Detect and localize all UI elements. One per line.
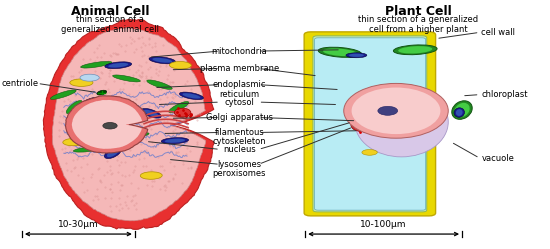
Ellipse shape: [144, 110, 158, 117]
FancyBboxPatch shape: [313, 36, 427, 212]
Circle shape: [103, 123, 117, 129]
Text: chloroplast: chloroplast: [481, 90, 528, 99]
Ellipse shape: [147, 80, 172, 89]
Circle shape: [378, 106, 398, 115]
Ellipse shape: [120, 133, 149, 139]
Ellipse shape: [97, 90, 107, 95]
Ellipse shape: [318, 47, 361, 57]
Ellipse shape: [393, 45, 437, 55]
Ellipse shape: [51, 90, 76, 99]
Text: cytoskeleton: cytoskeleton: [212, 137, 266, 146]
Text: filamentous: filamentous: [214, 128, 264, 137]
Text: 10-30μm: 10-30μm: [58, 220, 99, 229]
Text: plasma membrane: plasma membrane: [200, 64, 279, 73]
Text: thin section of a generalized
cell from a higher plant: thin section of a generalized cell from …: [358, 15, 478, 34]
Ellipse shape: [164, 139, 185, 143]
Ellipse shape: [141, 109, 161, 118]
Text: Plant Cell: Plant Cell: [384, 5, 452, 18]
Ellipse shape: [174, 108, 191, 117]
Ellipse shape: [152, 58, 172, 63]
Ellipse shape: [351, 119, 372, 131]
Text: peroxisomes: peroxisomes: [212, 169, 266, 178]
Ellipse shape: [454, 108, 465, 117]
Polygon shape: [65, 96, 148, 153]
Text: cell wall: cell wall: [481, 28, 515, 37]
Ellipse shape: [63, 138, 86, 146]
Ellipse shape: [346, 53, 367, 58]
Polygon shape: [52, 28, 206, 221]
Text: endoplasmic: endoplasmic: [212, 80, 266, 89]
Ellipse shape: [84, 99, 98, 106]
Ellipse shape: [80, 74, 100, 81]
Text: Animal Cell: Animal Cell: [71, 5, 149, 18]
Ellipse shape: [81, 97, 101, 107]
Text: mitochondria: mitochondria: [211, 47, 267, 56]
Ellipse shape: [108, 63, 128, 67]
Ellipse shape: [355, 87, 448, 157]
Ellipse shape: [362, 149, 377, 155]
Ellipse shape: [149, 57, 175, 64]
Text: 10-100μm: 10-100μm: [360, 220, 407, 229]
Ellipse shape: [161, 138, 189, 144]
Ellipse shape: [73, 147, 103, 152]
Text: cytosol: cytosol: [224, 98, 254, 107]
Ellipse shape: [105, 62, 131, 69]
Text: Golgi apparatus: Golgi apparatus: [206, 113, 273, 122]
Text: centriole: centriole: [2, 79, 38, 88]
Text: lysosomes: lysosomes: [217, 160, 261, 169]
Ellipse shape: [398, 46, 432, 54]
FancyBboxPatch shape: [315, 38, 426, 210]
Text: vacuole: vacuole: [481, 154, 514, 163]
Ellipse shape: [77, 128, 110, 133]
Text: nucleus: nucleus: [223, 145, 256, 154]
Ellipse shape: [456, 109, 463, 116]
Ellipse shape: [104, 148, 121, 159]
Ellipse shape: [81, 62, 112, 68]
Ellipse shape: [140, 172, 162, 179]
Ellipse shape: [67, 100, 82, 114]
Ellipse shape: [351, 88, 441, 134]
Ellipse shape: [323, 49, 357, 56]
Polygon shape: [72, 100, 142, 149]
Ellipse shape: [452, 101, 472, 119]
Ellipse shape: [169, 102, 189, 113]
Text: reticulum: reticulum: [219, 90, 259, 99]
Ellipse shape: [113, 75, 140, 82]
Ellipse shape: [183, 93, 200, 99]
FancyBboxPatch shape: [304, 32, 436, 216]
Ellipse shape: [107, 149, 119, 157]
Ellipse shape: [349, 54, 364, 57]
Text: thin section of a
generalized animal cell: thin section of a generalized animal cel…: [61, 15, 159, 34]
Polygon shape: [43, 19, 214, 229]
Ellipse shape: [70, 79, 93, 86]
Ellipse shape: [454, 103, 470, 117]
Ellipse shape: [169, 62, 191, 69]
Ellipse shape: [179, 92, 204, 100]
Ellipse shape: [344, 83, 448, 138]
